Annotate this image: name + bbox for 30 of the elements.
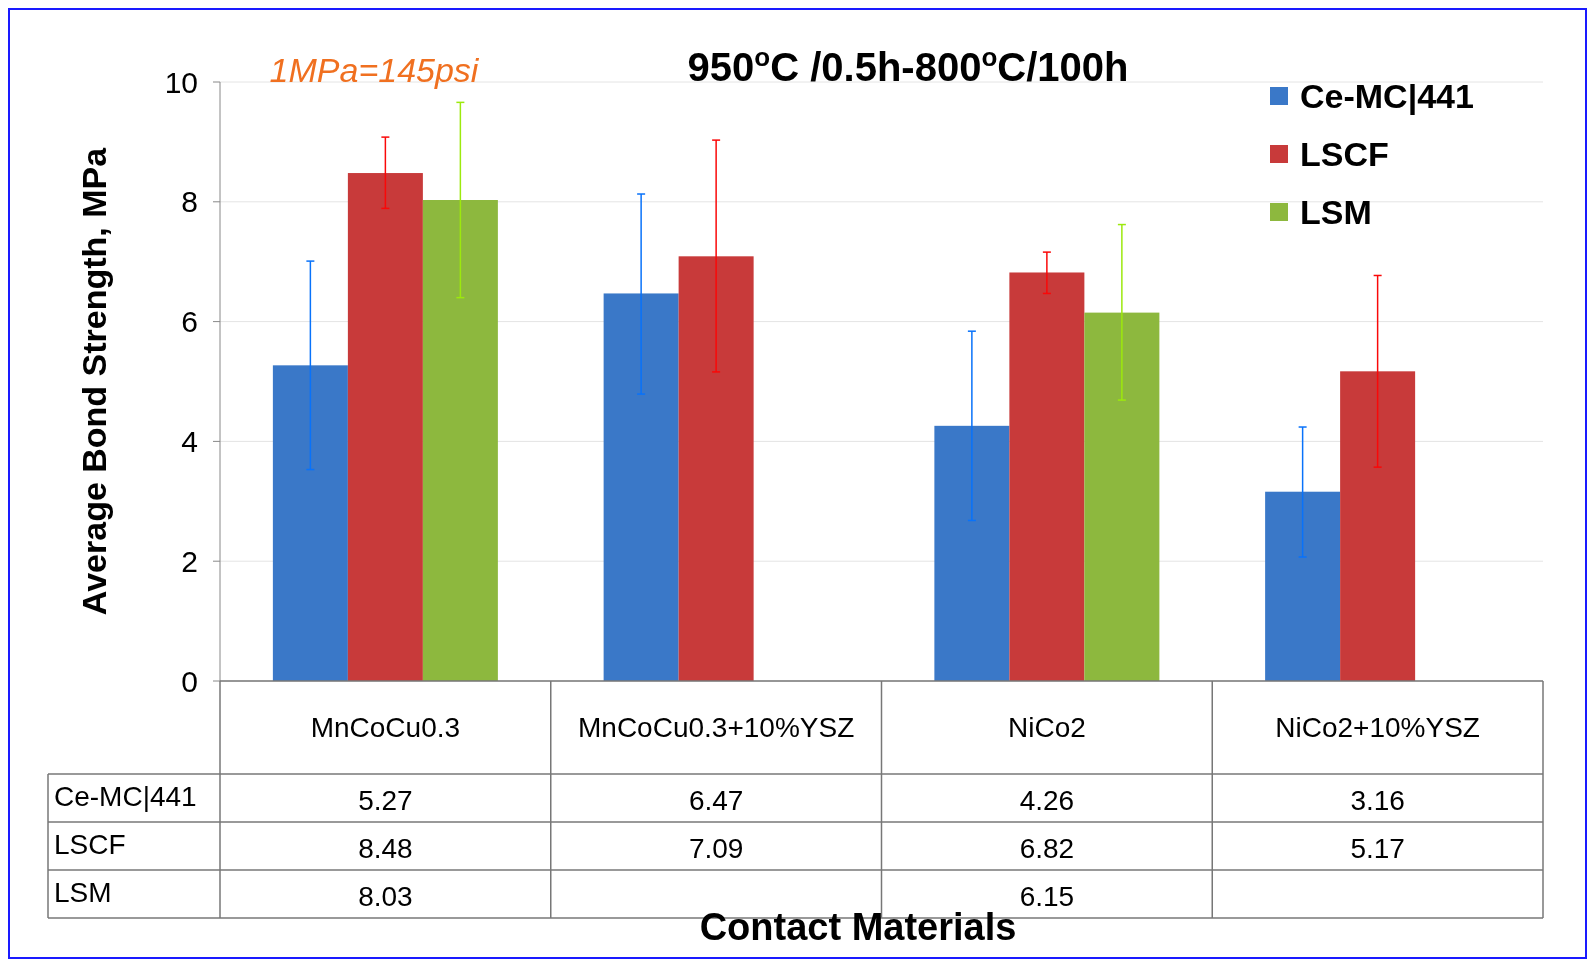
legend-label: LSCF [1300, 134, 1389, 173]
y-tick-label: 10 [164, 65, 198, 99]
data-label: 4.26 [1019, 784, 1075, 816]
x-tick-label: MnCoCu0.3+10%YSZ [577, 712, 855, 744]
data-label: 7.09 [688, 832, 744, 864]
text: LSCF [54, 828, 126, 860]
chart-title: 950$^{o}$C /0.5h-800$^{o}$C/100h [687, 42, 1129, 89]
x-tick-label: NiCo2 [1007, 712, 1086, 744]
data-label: 6.15 [1019, 880, 1075, 912]
data-label: 5.17 [1350, 832, 1405, 864]
data-label: 8.03 [358, 880, 413, 912]
y-axis-title: Average Bond Strength, MPa [75, 146, 113, 616]
x-axis-title: Contact Materials [699, 906, 1017, 948]
y-tick-label: 2 [181, 544, 198, 578]
y-tick-label: 0 [181, 664, 198, 698]
text: Ce-MC|441 [54, 780, 197, 812]
data-label: 3.16 [1350, 784, 1405, 816]
y-tick-label: 4 [181, 424, 198, 458]
legend-label: LSM [1300, 192, 1372, 231]
legend-label: Ce-MC|441 [1300, 76, 1474, 115]
annotation: 1MPa=145psi [269, 51, 480, 89]
x-tick-label: MnCoCu0.3 [310, 712, 461, 744]
data-label: 6.47 [688, 784, 744, 816]
text: LSM [54, 876, 112, 908]
data-label: 8.48 [358, 832, 413, 864]
data-label: 6.82 [1019, 832, 1075, 864]
y-tick-label: 8 [181, 185, 198, 219]
data-label: 5.27 [358, 784, 413, 816]
x-tick-label: NiCo2+10%YSZ [1275, 712, 1480, 744]
y-tick-label: 6 [181, 305, 198, 339]
